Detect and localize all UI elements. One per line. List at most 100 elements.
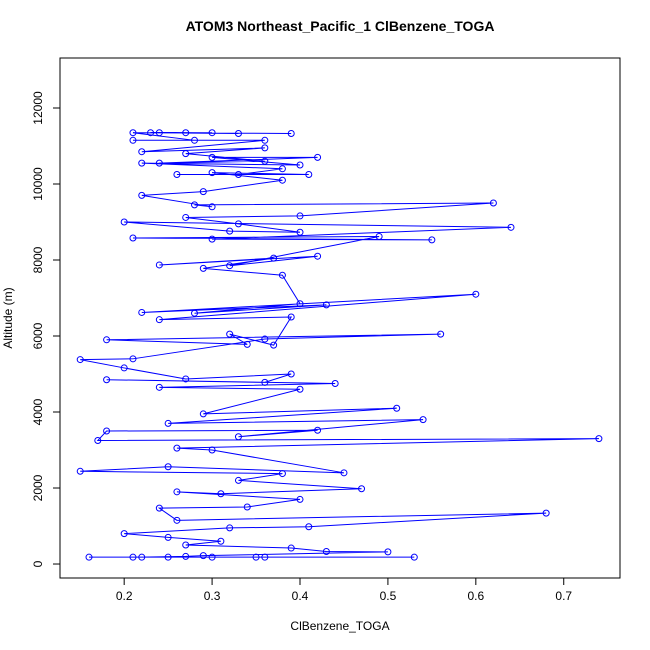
data-point (243, 503, 251, 511)
data-point (305, 171, 313, 179)
data-point (208, 129, 216, 137)
data-point (147, 129, 155, 137)
data-point (120, 530, 128, 538)
data-point (340, 469, 348, 477)
data-point (173, 488, 181, 496)
data-point (384, 548, 392, 556)
y-tick-label: 2000 (31, 474, 45, 501)
data-point (182, 552, 190, 560)
data-point (419, 416, 427, 424)
data-point (287, 313, 295, 321)
data-point (199, 552, 207, 560)
data-point (138, 308, 146, 316)
y-tick-label: 0 (31, 560, 45, 567)
data-point (296, 385, 304, 393)
data-point (199, 264, 207, 272)
data-point (208, 553, 216, 561)
data-point (76, 467, 84, 475)
data-point (314, 426, 322, 434)
data-point (234, 220, 242, 228)
data-point (261, 144, 269, 152)
data-point (164, 533, 172, 541)
x-tick-label: 0.5 (380, 589, 397, 603)
data-point (103, 336, 111, 344)
data-point (85, 553, 93, 561)
data-point (226, 227, 234, 235)
data-point (287, 544, 295, 552)
data-point (138, 553, 146, 561)
data-line (80, 132, 599, 558)
y-tick-label: 8000 (31, 246, 45, 273)
data-point (314, 153, 322, 161)
data-point (164, 419, 172, 427)
data-point (129, 136, 137, 144)
data-point (507, 223, 515, 231)
data-point (226, 262, 234, 270)
data-point (76, 356, 84, 364)
y-tick-label: 6000 (31, 322, 45, 349)
data-point (261, 335, 269, 343)
data-point (287, 370, 295, 378)
data-point (138, 159, 146, 167)
data-point (217, 537, 225, 545)
data-point (173, 516, 181, 524)
data-point (155, 261, 163, 269)
data-point (287, 129, 295, 137)
data-point (155, 383, 163, 391)
data-point (208, 446, 216, 454)
y-tick-label: 10000 (31, 167, 45, 201)
data-point (358, 485, 366, 493)
data-point (489, 199, 497, 207)
data-point (243, 340, 251, 348)
data-point (182, 150, 190, 158)
data-point (296, 228, 304, 236)
data-point (252, 553, 260, 561)
data-point (129, 234, 137, 242)
data-point (296, 300, 304, 308)
data-point (208, 203, 216, 211)
data-point (322, 301, 330, 309)
data-point (296, 212, 304, 220)
data-point (331, 380, 339, 388)
data-point (164, 553, 172, 561)
data-point (129, 355, 137, 363)
data-point (393, 404, 401, 412)
data-point (428, 236, 436, 244)
data-point (270, 254, 278, 262)
data-point (138, 191, 146, 199)
data-point (120, 218, 128, 226)
data-point (173, 444, 181, 452)
data-point (226, 524, 234, 532)
data-point (129, 553, 137, 561)
y-tick-label: 4000 (31, 398, 45, 425)
data-point (191, 309, 199, 317)
data-point (261, 136, 269, 144)
data-point (103, 427, 111, 435)
data-point (296, 495, 304, 503)
plot-frame (59, 57, 621, 579)
x-tick-label: 0.4 (292, 589, 309, 603)
data-point (314, 252, 322, 260)
data-point (155, 129, 163, 137)
data-point (410, 553, 418, 561)
x-tick-label: 0.6 (467, 589, 484, 603)
data-point (595, 435, 603, 443)
data-point (208, 153, 216, 161)
data-point (278, 176, 286, 184)
data-point (191, 136, 199, 144)
data-point (199, 188, 207, 196)
data-point (155, 504, 163, 512)
data-point (173, 171, 181, 179)
data-point (191, 201, 199, 209)
data-point (164, 463, 172, 471)
y-tick-label: 12000 (31, 91, 45, 125)
data-point (234, 476, 242, 484)
data-point (296, 161, 304, 169)
data-point (278, 165, 286, 173)
data-point (278, 470, 286, 478)
data-point (270, 341, 278, 349)
x-tick-label: 0.2 (116, 589, 133, 603)
data-point (138, 148, 146, 156)
